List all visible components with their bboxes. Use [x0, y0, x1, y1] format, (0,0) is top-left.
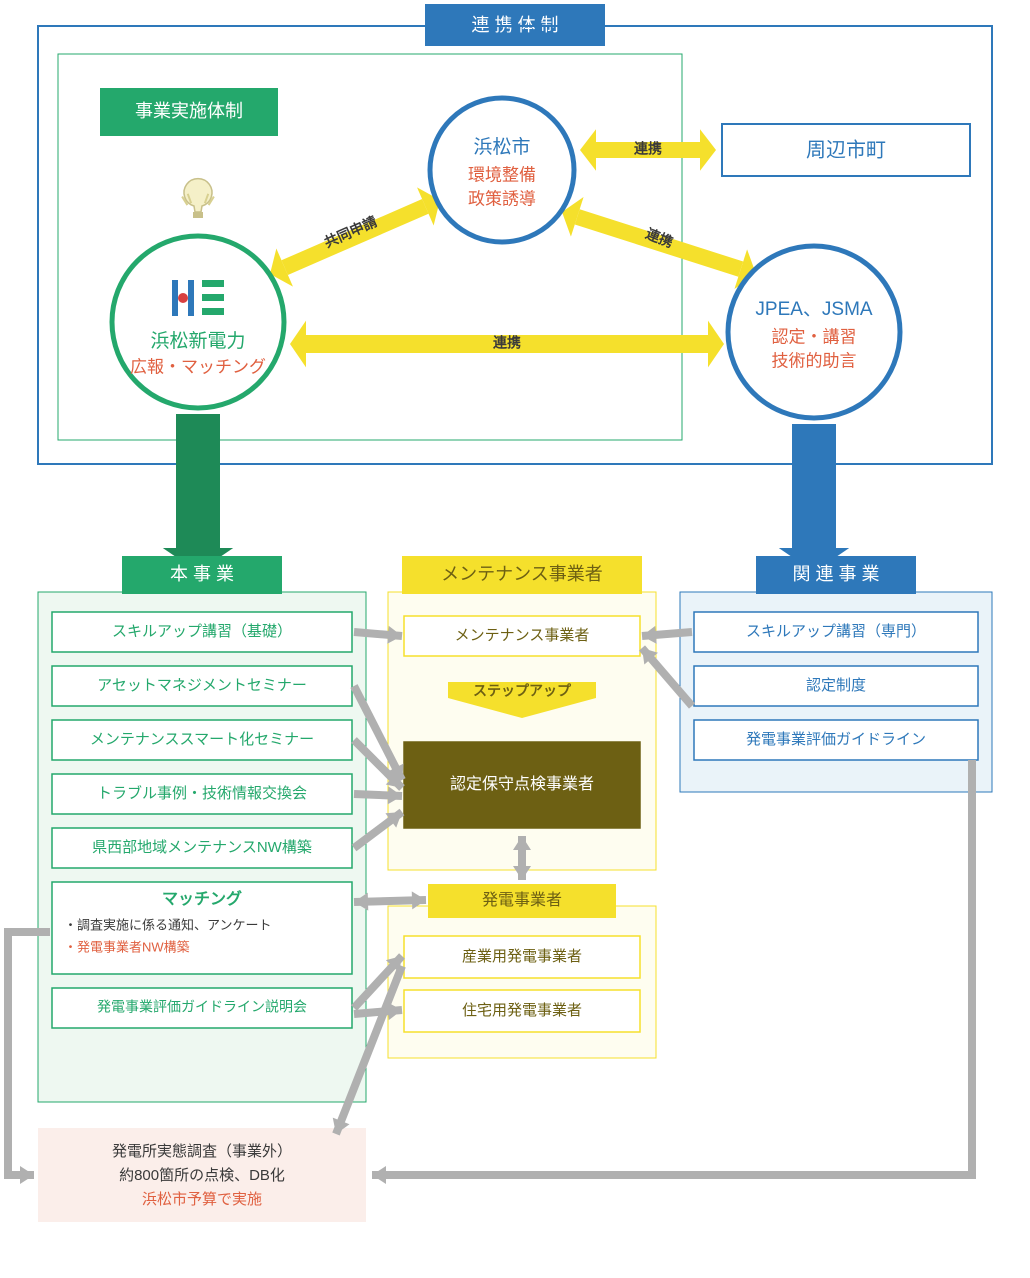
arrow-head [580, 129, 596, 171]
logo-h1 [172, 280, 178, 316]
label: スキルアップ講習（専門） [746, 623, 926, 640]
label: メンテナンススマート化セミナー [90, 731, 314, 748]
label: 発電所実態調査（事業外） [112, 1143, 292, 1160]
label: 発電事業評価ガイドライン [746, 731, 926, 748]
down-arrow [779, 424, 849, 572]
label: 約800箇所の点検、DB化 [119, 1167, 285, 1184]
label: 浜松市 [473, 136, 530, 158]
logo-e2 [202, 294, 224, 301]
label: JPEA、JSMA [755, 299, 873, 320]
header-top-label: 連 携 体 制 [471, 15, 558, 35]
label: 周辺市町 [806, 138, 886, 161]
logo-h2 [188, 280, 194, 316]
label: 環境整備 [468, 165, 536, 184]
label: 技術的助言 [772, 351, 857, 370]
logo-dot [178, 293, 188, 303]
label: 認定・講習 [772, 327, 857, 346]
label: 住宅用発電事業者 [462, 1002, 582, 1019]
label: メンテナンス事業者 [441, 564, 603, 584]
label: 発電事業者 [482, 891, 562, 909]
arrow-head [708, 321, 724, 368]
connector-head [372, 1166, 386, 1184]
arrow-head [290, 321, 306, 368]
label: 政策誘導 [468, 189, 536, 208]
circle-hne [112, 236, 284, 408]
arrow-head [700, 129, 716, 171]
label: スキルアップ講習（基礎） [112, 623, 292, 640]
label: 浜松新電力 [150, 330, 245, 352]
logo-e3 [202, 308, 224, 315]
label: アセットマネジメントセミナー [97, 677, 307, 694]
power-gen-section [388, 906, 656, 1058]
label: 事業実施体制 [135, 101, 243, 121]
label: 県西部地域メンテナンスNW構築 [92, 838, 312, 856]
label: マッチング [162, 889, 242, 908]
label: トラブル事例・技術情報交換会 [97, 784, 307, 802]
label: 産業用発電事業者 [462, 948, 582, 965]
logo-e1 [202, 280, 224, 287]
label: 関 連 事 業 [792, 564, 879, 584]
down-arrow [163, 414, 233, 572]
label: ステップアップ [473, 683, 572, 699]
label: 連携 [634, 141, 662, 157]
label: 浜松市予算で実施 [142, 1190, 262, 1208]
label: ・発電事業者NW構築 [64, 939, 190, 954]
label: 発電事業評価ガイドライン説明会 [97, 999, 307, 1015]
connector-head [20, 1166, 34, 1184]
label: 認定制度 [806, 677, 866, 694]
connector-head [513, 866, 531, 880]
label: 連携 [493, 335, 521, 351]
lightbulb-base-icon [193, 212, 203, 218]
label: 広報・マッチング [130, 357, 266, 376]
label: 認定保守点検事業者 [450, 775, 594, 793]
label: 本 事 業 [170, 564, 234, 584]
label: メンテナンス事業者 [455, 627, 590, 644]
label: ・調査実施に係る通知、アンケート [64, 917, 271, 932]
